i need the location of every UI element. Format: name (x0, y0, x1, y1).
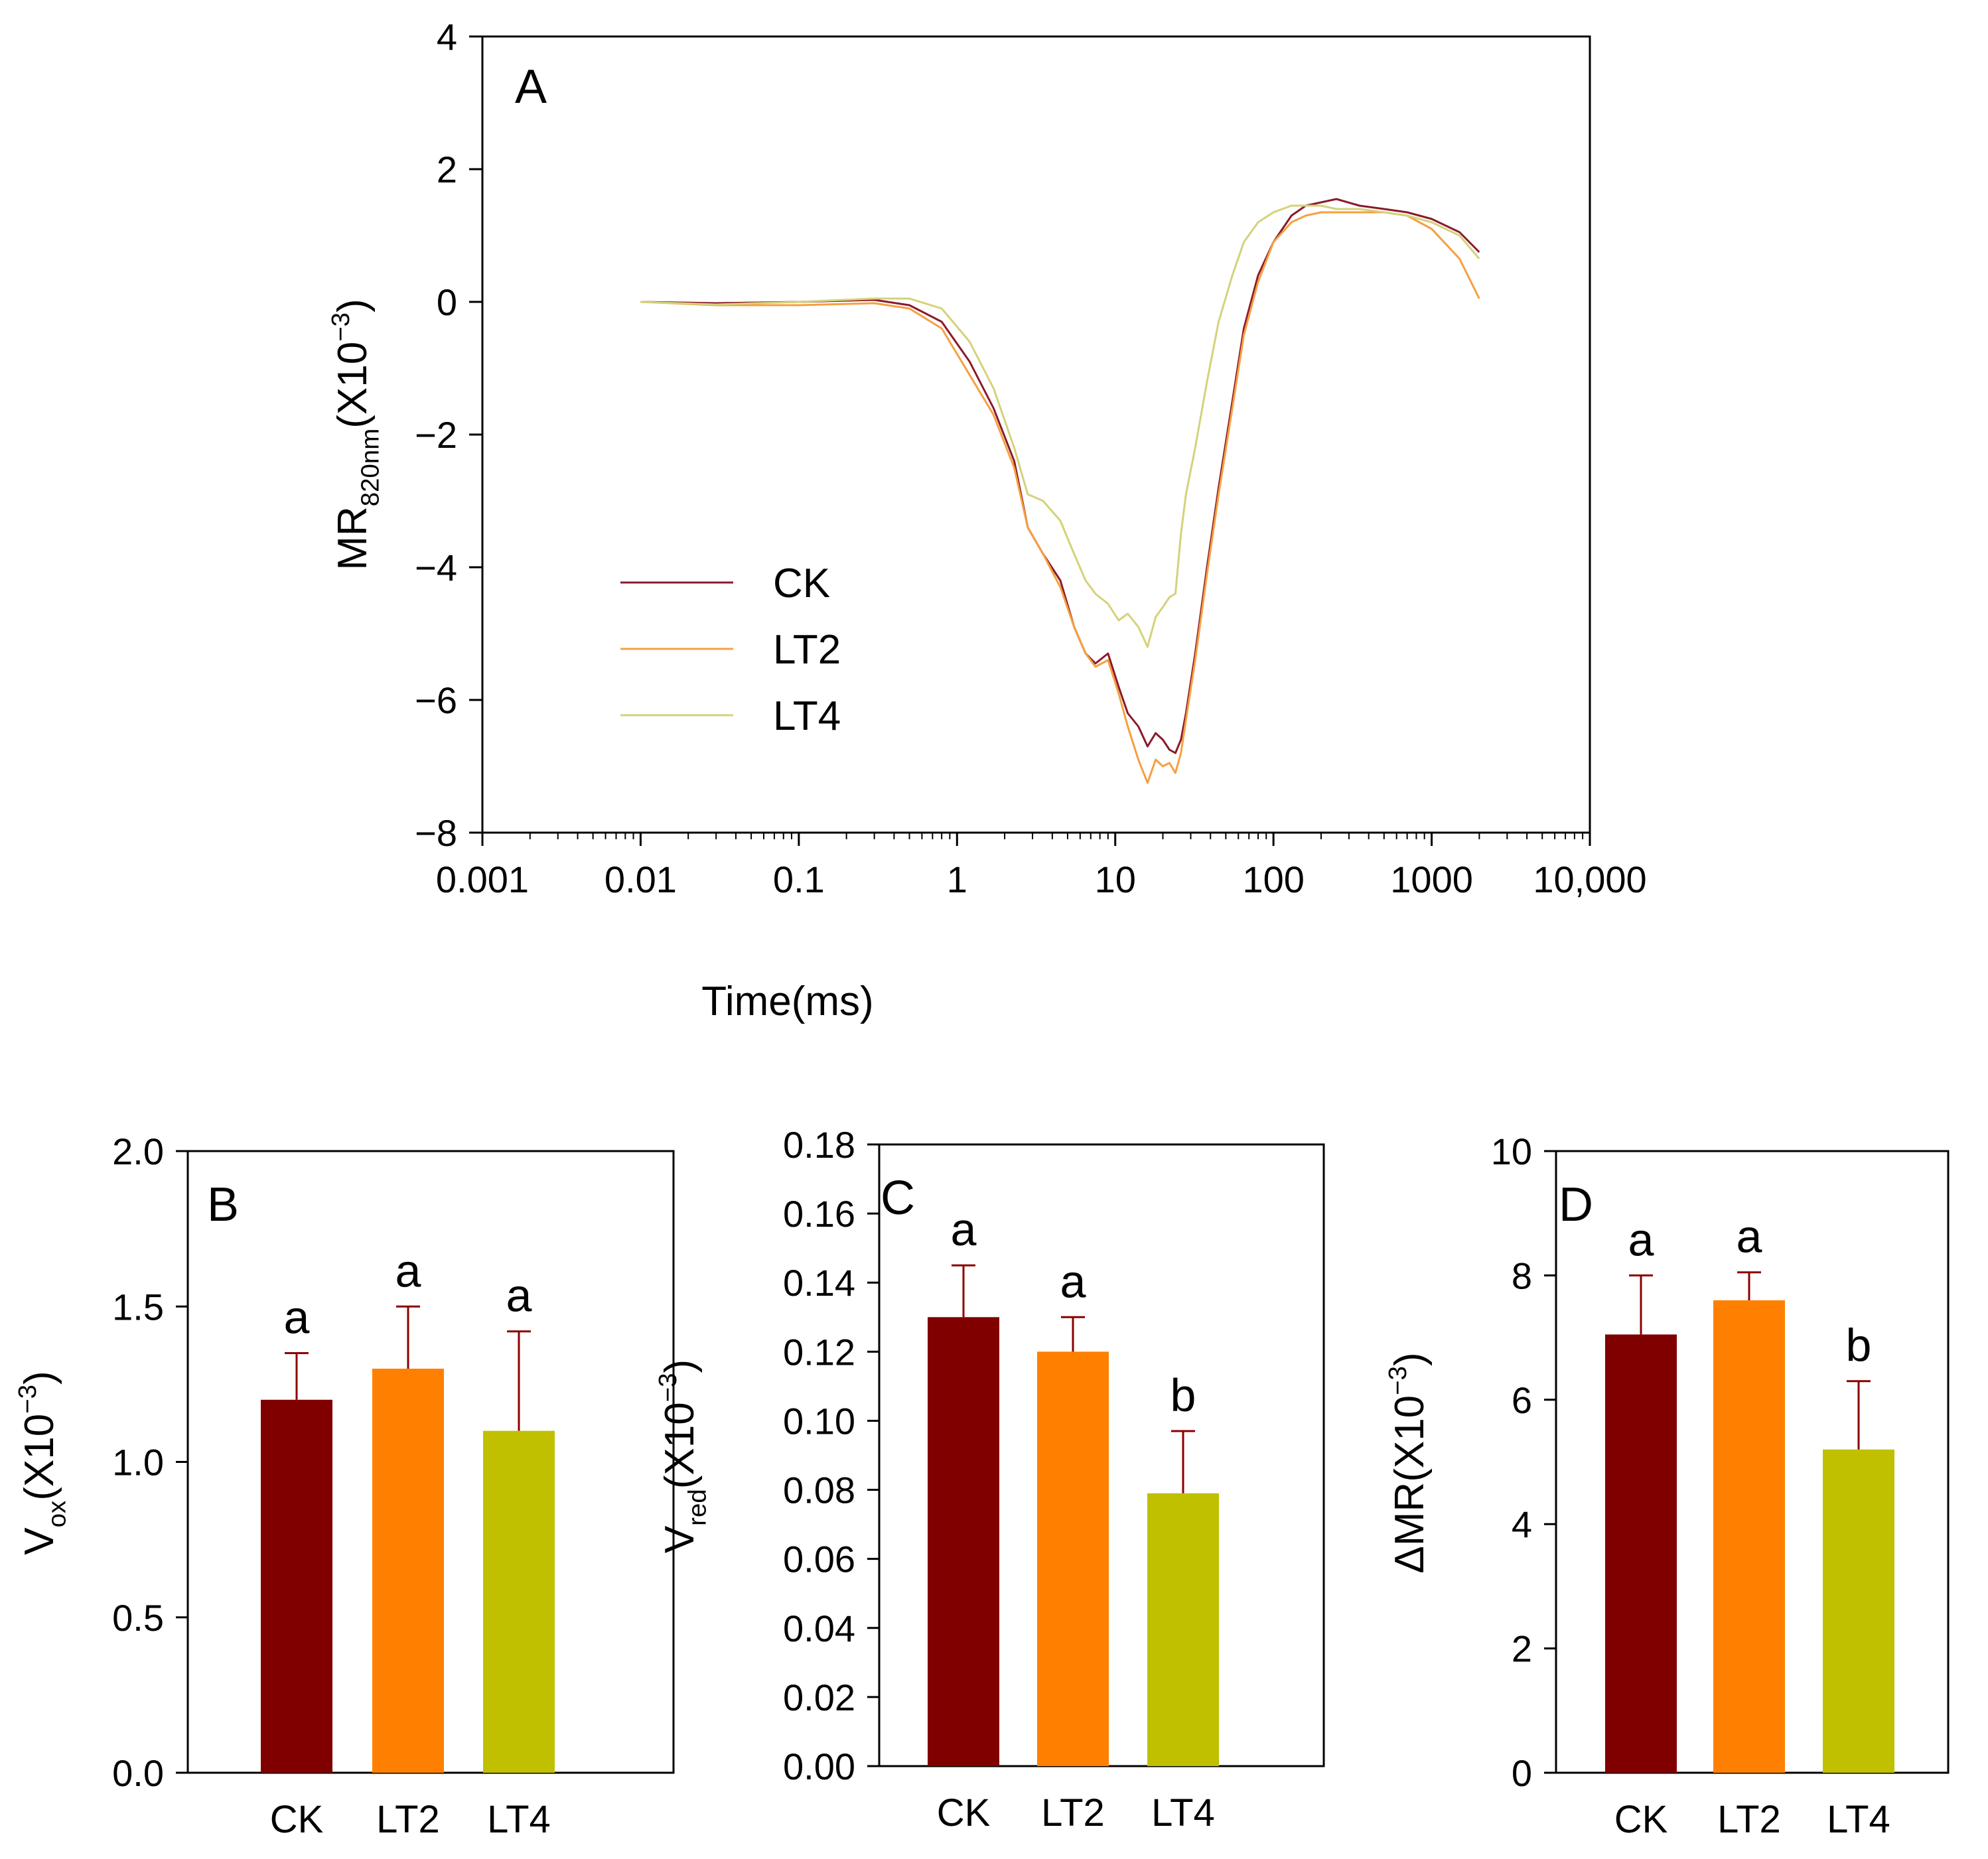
y-axis-title-a-text: MR820nm(X10−3) (326, 299, 385, 570)
y-tick-label-a: −4 (415, 547, 457, 588)
x-tick-label-d: CK (1614, 1798, 1668, 1841)
y-tick-label-c: 0.18 (783, 1124, 855, 1166)
bar-d-ck (1605, 1334, 1677, 1773)
x-tick-label-a: 10,000 (1533, 859, 1646, 900)
x-tick-label-c: LT2 (1041, 1791, 1105, 1834)
x-tick-label-a: 0.001 (436, 859, 529, 900)
significance-letter-c-lt4: b (1171, 1369, 1196, 1421)
y-axis-title-c: Vred(X10−3) (654, 1359, 712, 1553)
y-tick-label-a: −6 (415, 679, 457, 721)
x-tick-label-a: 0.01 (604, 859, 677, 900)
y-axis-title-d-text: ΔMR(X10−3) (1384, 1352, 1433, 1573)
x-tick-label-b: CK (270, 1798, 324, 1841)
x-tick-label-d: LT4 (1827, 1798, 1890, 1841)
legend-label-lt4: LT4 (773, 693, 841, 739)
panel-a-frame (481, 35, 1591, 834)
significance-letter-c-lt2: a (1060, 1255, 1086, 1307)
y-tick-label-a: −2 (415, 414, 457, 456)
y-tick-label-c: 0.12 (783, 1331, 855, 1373)
y-tick-label-c: 0.04 (783, 1608, 855, 1649)
bar-c-lt4 (1147, 1493, 1219, 1766)
significance-letter-b-lt4: a (506, 1270, 532, 1322)
panel-b: 2.0 1.5 1.0 0.5 0.0 a CK a LT2 a LT4 B Vox(X10−3) (13, 1131, 675, 1841)
bar-c-ck (928, 1317, 999, 1766)
y-tick-label-b: 0.5 (112, 1597, 164, 1639)
y-tick-label-b: 2.0 (112, 1131, 164, 1172)
panel-letter-c: C (881, 1172, 915, 1225)
y-axis-title-d: ΔMR(X10−3) (1384, 1352, 1433, 1573)
y-tick-label-c: 0.14 (783, 1262, 855, 1304)
panel-letter-a: A (515, 60, 547, 113)
y-tick-label-d: 0 (1512, 1752, 1532, 1794)
y-tick-label-d: 4 (1512, 1503, 1532, 1545)
x-tick-label-a: 1 (947, 859, 967, 900)
series-line-lt4 (640, 204, 1480, 648)
x-tick-label-d: LT2 (1717, 1798, 1781, 1841)
y-tick-label-d: 2 (1512, 1628, 1532, 1670)
y-tick-label-c: 0.16 (783, 1193, 855, 1235)
x-tick-label-a: 0.1 (773, 859, 825, 900)
x-tick-label-b: LT4 (487, 1798, 551, 1841)
x-tick-label-b: LT2 (376, 1798, 440, 1841)
y-tick-label-a: 0 (437, 281, 457, 323)
bar-d-lt4 (1823, 1449, 1894, 1773)
y-axis-title-b: Vox(X10−3) (13, 1371, 72, 1554)
legend-label-lt2: LT2 (773, 627, 841, 673)
y-tick-label-a: 2 (437, 149, 457, 190)
x-tick-label-a: 1000 (1390, 859, 1473, 900)
y-tick-label-d: 6 (1512, 1379, 1532, 1421)
significance-letter-b-ck: a (284, 1292, 310, 1343)
y-tick-label-d: 10 (1491, 1131, 1532, 1172)
y-tick-label-b: 0.0 (112, 1752, 164, 1794)
bar-d-lt2 (1713, 1300, 1785, 1773)
x-tick-label-a: 10 (1095, 859, 1136, 900)
panel-letter-b: B (207, 1178, 239, 1231)
y-axis-title-b-text: Vox(X10−3) (13, 1371, 72, 1554)
bar-b-ck (261, 1399, 332, 1773)
significance-letter-d-lt2: a (1737, 1211, 1762, 1263)
panel-d: 10 8 6 4 2 0 a CK a LT2 b LT4 D ΔMR(X10−3) (1384, 1131, 1950, 1841)
bar-b-lt2 (372, 1368, 444, 1773)
y-tick-label-c: 0.00 (783, 1746, 855, 1787)
significance-letter-d-ck: a (1628, 1213, 1654, 1265)
panel-a: 4 2 0 −2 −4 −6 −8 0.001 0.01 0.1 1 10 100 1000 10,000 T… (326, 16, 1647, 1024)
series-line-ck (640, 198, 1480, 754)
panel-c: 0.18 0.16 0.14 0.12 0.10 0.08 0.06 0.04 0.02 0.00… (654, 1124, 1325, 1834)
y-tick-label-c: 0.02 (783, 1677, 855, 1718)
x-tick-label-a: 100 (1242, 859, 1304, 900)
y-tick-label-c: 0.08 (783, 1470, 855, 1511)
legend-label-ck: CK (773, 561, 830, 606)
significance-letter-b-lt2: a (395, 1245, 421, 1296)
y-tick-label-a: −8 (415, 812, 457, 854)
bar-c-lt2 (1037, 1351, 1109, 1766)
y-tick-label-b: 1.0 (112, 1442, 164, 1483)
significance-letter-c-ck: a (951, 1204, 977, 1255)
y-tick-label-c: 0.06 (783, 1539, 855, 1580)
panel-letter-d: D (1559, 1178, 1593, 1231)
y-tick-label-c: 0.10 (783, 1400, 855, 1442)
y-tick-label-b: 1.5 (112, 1286, 164, 1328)
y-axis-title-c-text: Vred(X10−3) (654, 1359, 712, 1553)
y-tick-label-d: 8 (1512, 1255, 1532, 1296)
series-line-lt2 (640, 211, 1480, 784)
x-tick-label-c: CK (937, 1791, 991, 1834)
y-tick-label-a: 4 (437, 16, 457, 58)
x-axis-title-a: Time(ms) (701, 979, 873, 1024)
bar-b-lt4 (483, 1430, 555, 1773)
x-tick-label-c: LT4 (1151, 1791, 1215, 1834)
y-axis-title-a: MR820nm(X10−3) (326, 299, 385, 570)
significance-letter-d-lt4: b (1846, 1320, 1872, 1371)
